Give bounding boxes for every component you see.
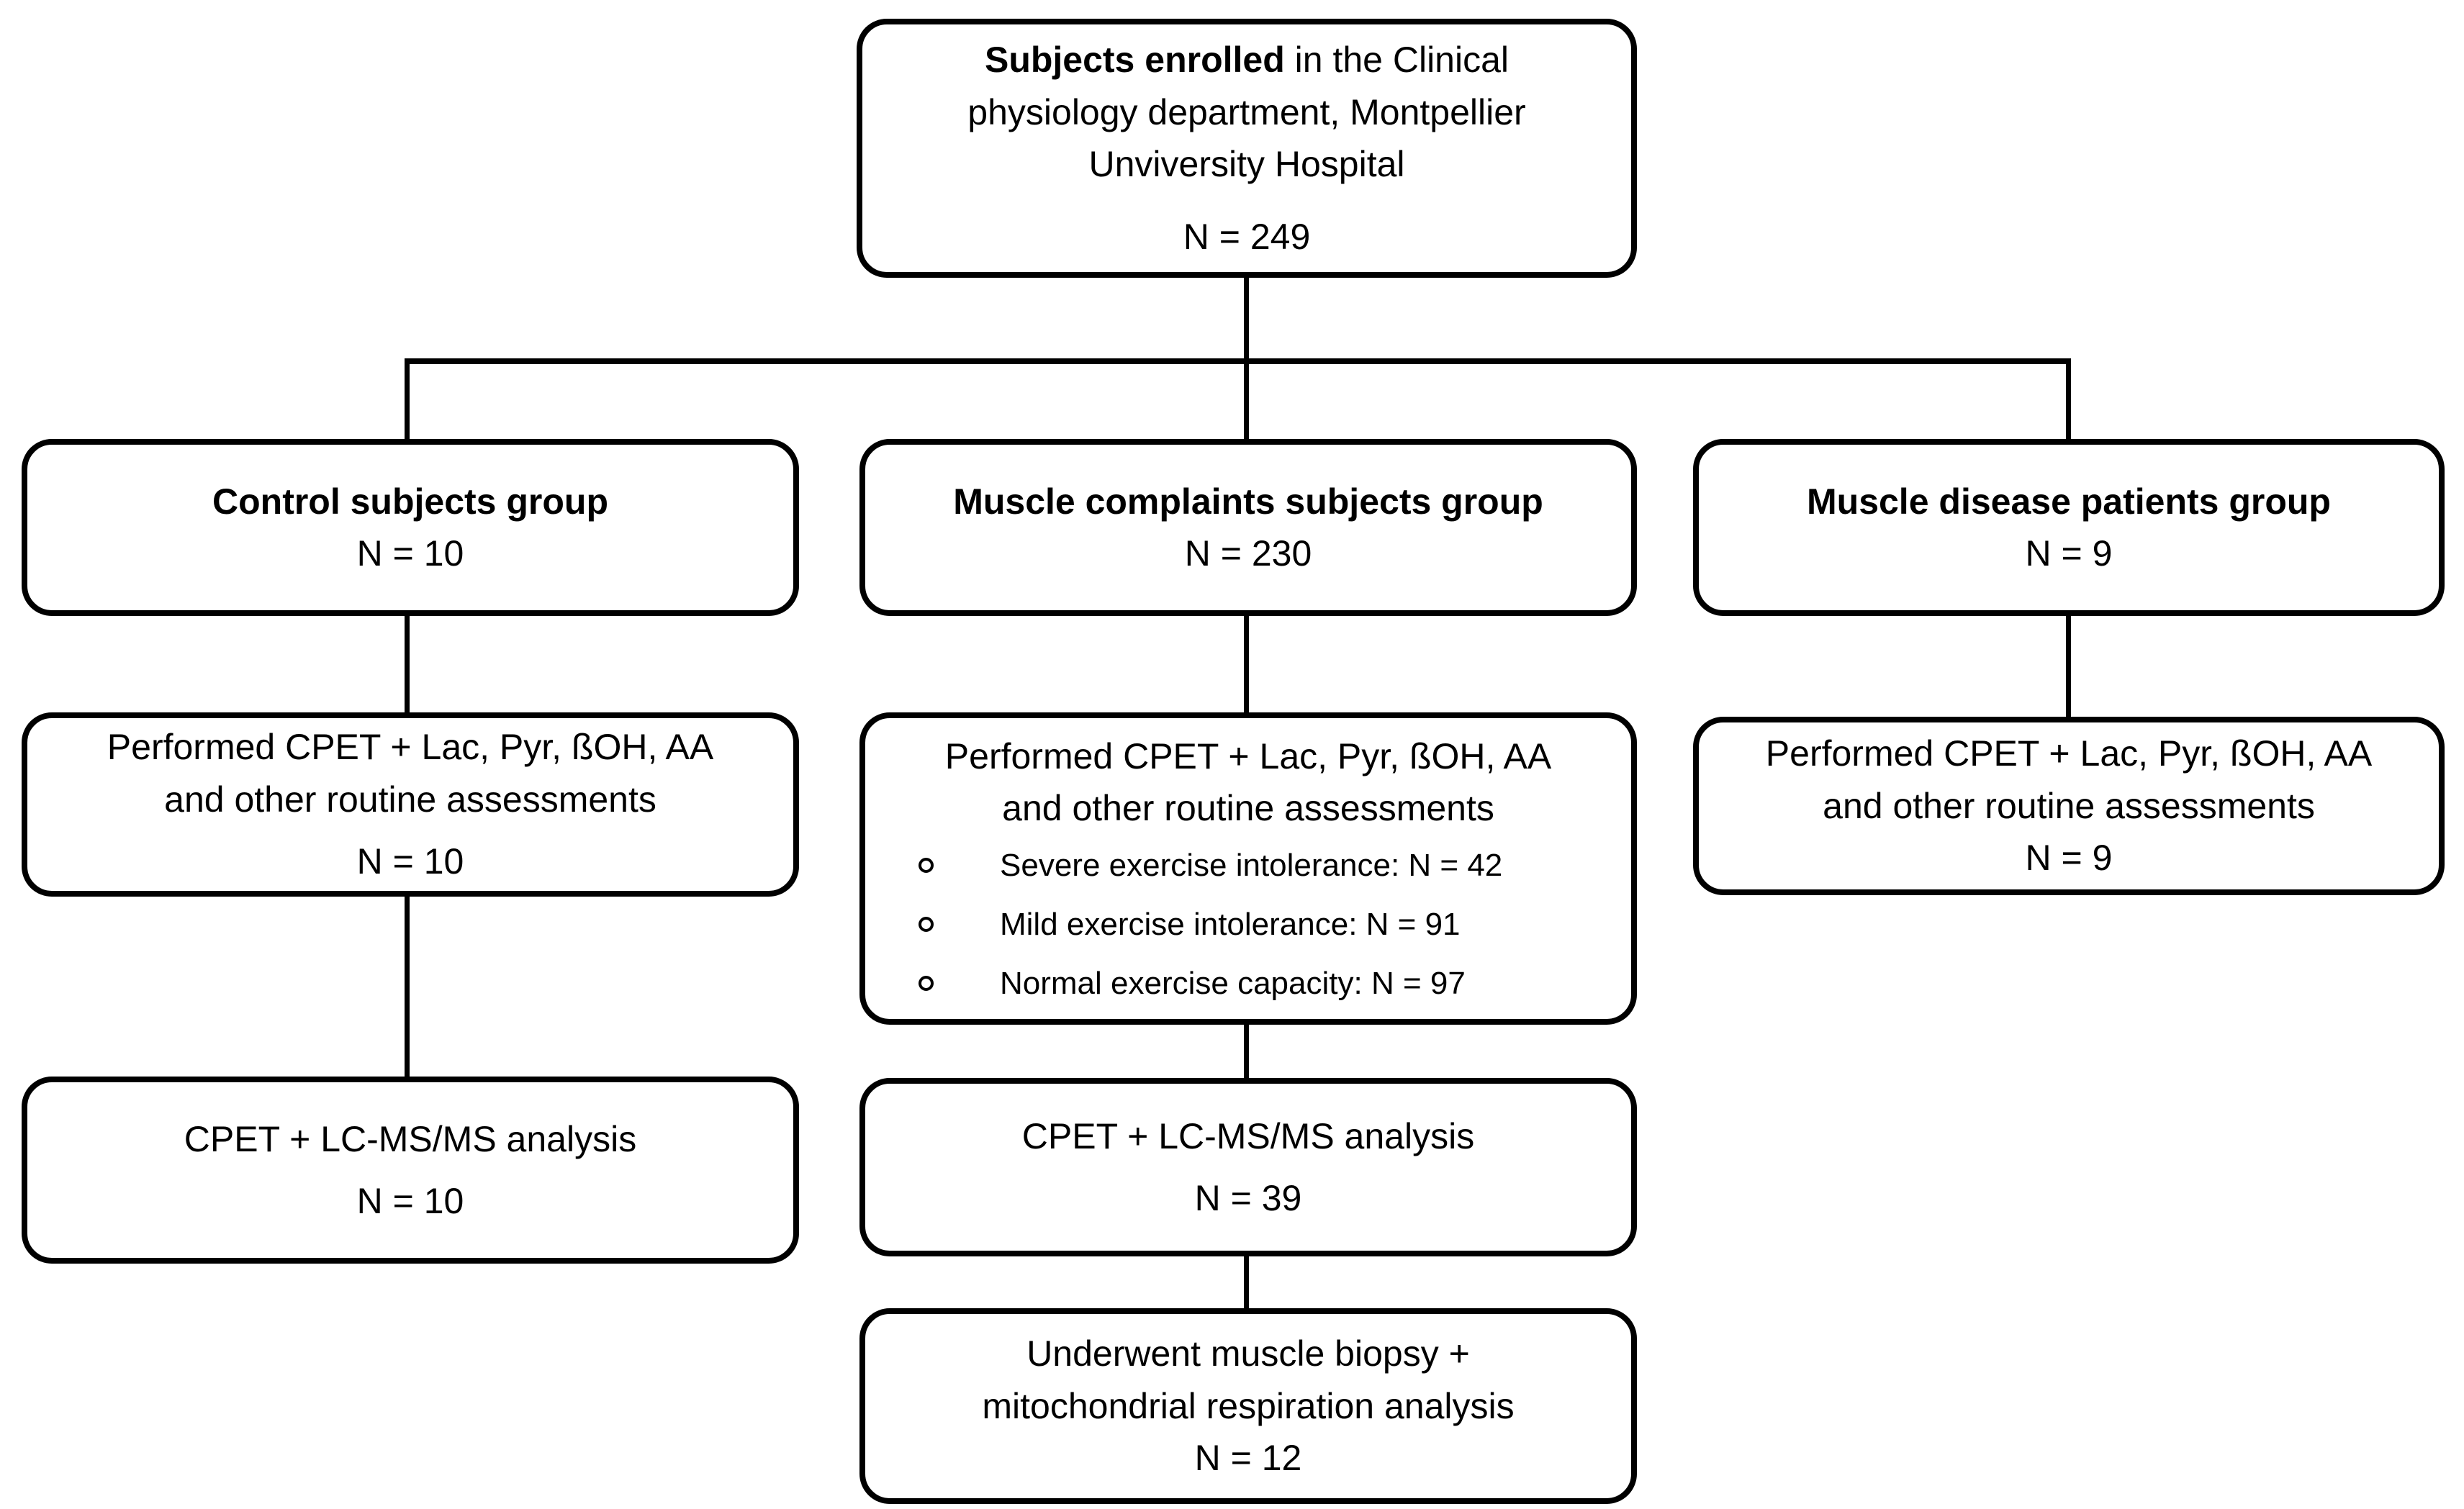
connector-disease-to-assessment bbox=[2066, 613, 2071, 720]
circle-bullet-icon bbox=[919, 917, 934, 932]
bullet-row-mild: Mild exercise intolerance: N = 91 bbox=[887, 901, 1610, 948]
control-assessment-line2: and other routine assessments bbox=[164, 779, 656, 820]
complaints-assessment-line1: Performed CPET + Lac, Pyr, ßOH, AA bbox=[944, 735, 1552, 776]
connector-drop-complaints bbox=[1244, 358, 1249, 442]
biopsy-line2: mitochondrial respiration analysis bbox=[982, 1385, 1515, 1426]
complaints-analysis-line1: CPET + LC-MS/MS analysis bbox=[1021, 1115, 1475, 1156]
control-group-count: N = 10 bbox=[356, 533, 464, 574]
complaints-assessment-bullets: Severe exercise intolerance: N = 42 Mild… bbox=[887, 842, 1610, 1007]
bullet-row-severe: Severe exercise intolerance: N = 42 bbox=[887, 842, 1610, 889]
disease-assessment-count: N = 9 bbox=[2025, 838, 2113, 879]
disease-group-title: Muscle disease patients group bbox=[1807, 481, 2331, 522]
enrolled-line1-rest: in the Clinical bbox=[1284, 40, 1509, 80]
bullet-severe-label: Severe exercise intolerance: N = 42 bbox=[1000, 847, 1503, 883]
bullet-row-normal: Normal exercise capacity: N = 97 bbox=[887, 960, 1610, 1007]
complaints-group-title: Muscle complaints subjects group bbox=[953, 481, 1543, 522]
bullet-normal-label: Normal exercise capacity: N = 97 bbox=[1000, 965, 1466, 1001]
control-assessment-count: N = 10 bbox=[356, 841, 464, 882]
control-assessment-box: Performed CPET + Lac, Pyr, ßOH, AA and o… bbox=[22, 712, 799, 897]
complaints-group-box: Muscle complaints subjects group N = 230 bbox=[859, 439, 1637, 616]
biopsy-line1: Underwent muscle biopsy + bbox=[1026, 1333, 1470, 1374]
connector-drop-disease bbox=[2066, 358, 2071, 442]
complaints-assessment-line2: and other routine assessments bbox=[1002, 788, 1494, 828]
connector-top-to-branch bbox=[1244, 278, 1249, 361]
connector-drop-control bbox=[405, 358, 410, 442]
biopsy-box: Underwent muscle biopsy + mitochondrial … bbox=[859, 1308, 1637, 1504]
bullet-mild-label: Mild exercise intolerance: N = 91 bbox=[1000, 906, 1461, 942]
complaints-assessment-box: Performed CPET + Lac, Pyr, ßOH, AA and o… bbox=[859, 712, 1637, 1025]
complaints-analysis-count: N = 39 bbox=[1194, 1178, 1302, 1218]
connector-complaints-to-assessment bbox=[1244, 613, 1249, 715]
enrolled-count: N = 249 bbox=[1183, 216, 1311, 257]
control-group-title: Control subjects group bbox=[212, 481, 608, 522]
enrolled-line2: physiology department, Montpellier bbox=[967, 91, 1526, 132]
circle-bullet-icon bbox=[919, 976, 934, 991]
connector-branch-horizontal bbox=[405, 358, 2071, 364]
disease-group-count: N = 9 bbox=[2025, 533, 2113, 574]
complaints-analysis-box: CPET + LC-MS/MS analysis N = 39 bbox=[859, 1078, 1637, 1256]
enrolled-line3: Unviversity Hospital bbox=[1088, 144, 1405, 184]
biopsy-count: N = 12 bbox=[1194, 1438, 1302, 1479]
connector-control-to-assessment bbox=[405, 613, 410, 715]
control-assessment-line1: Performed CPET + Lac, Pyr, ßOH, AA bbox=[107, 727, 714, 768]
connector-analysis-to-biopsy bbox=[1244, 1254, 1249, 1311]
subjects-enrolled-box: Subjects enrolled in the Clinical physio… bbox=[857, 19, 1637, 278]
disease-assessment-line2: and other routine assessments bbox=[1823, 785, 2315, 826]
control-analysis-box: CPET + LC-MS/MS analysis N = 10 bbox=[22, 1077, 799, 1264]
connector-complaints-to-analysis bbox=[1244, 1022, 1249, 1081]
complaints-group-count: N = 230 bbox=[1184, 533, 1312, 574]
circle-bullet-icon bbox=[919, 858, 934, 873]
disease-group-box: Muscle disease patients group N = 9 bbox=[1693, 439, 2445, 616]
disease-assessment-box: Performed CPET + Lac, Pyr, ßOH, AA and o… bbox=[1693, 717, 2445, 895]
control-analysis-line1: CPET + LC-MS/MS analysis bbox=[184, 1118, 637, 1159]
disease-assessment-line1: Performed CPET + Lac, Pyr, ßOH, AA bbox=[1765, 733, 2373, 774]
control-group-box: Control subjects group N = 10 bbox=[22, 439, 799, 616]
connector-control-to-analysis bbox=[405, 894, 410, 1079]
enrolled-line1: Subjects enrolled in the Clinical bbox=[884, 34, 1610, 86]
enrolled-lead-bold: Subjects enrolled bbox=[984, 40, 1285, 80]
control-analysis-count: N = 10 bbox=[356, 1181, 464, 1221]
